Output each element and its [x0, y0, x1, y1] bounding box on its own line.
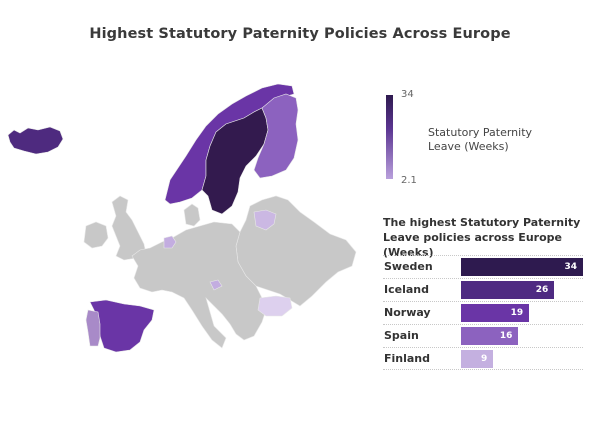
bar-chart: Sweden 34 Iceland 26 Norway 19 Spain 16 … — [383, 255, 583, 370]
bar-iceland[interactable]: 26 — [461, 281, 555, 299]
map-slovenia[interactable] — [209, 279, 223, 291]
bar-row-spain: Spain 16 — [383, 324, 583, 347]
bar-label: Sweden — [384, 260, 433, 273]
bar-row-norway: Norway 19 — [383, 301, 583, 324]
bar-row-finland: Finland 9 — [383, 347, 583, 370]
map-portugal[interactable] — [85, 309, 101, 347]
bar-label: Spain — [384, 329, 419, 342]
legend-max-value: 34 — [401, 89, 414, 100]
bar-value: 34 — [564, 262, 577, 272]
map-central-europe[interactable] — [131, 221, 267, 349]
color-legend: 34 2.1 Statutory Paternity Leave (Weeks) — [386, 89, 566, 187]
map-iceland[interactable] — [7, 126, 64, 155]
bar-label: Finland — [384, 352, 431, 365]
bar-value: 19 — [510, 308, 524, 318]
bar-value: 9 — [481, 354, 488, 364]
map-netherlands[interactable] — [163, 235, 177, 249]
bar-sweden[interactable]: 34 — [461, 258, 583, 276]
map-finland[interactable] — [253, 93, 299, 179]
bar-label: Iceland — [384, 283, 429, 296]
map-ireland[interactable] — [83, 221, 109, 249]
legend-min-value: 2.1 — [401, 175, 417, 186]
bar-spain[interactable]: 16 — [461, 327, 519, 345]
bar-row-iceland: Iceland 26 — [383, 278, 583, 301]
bar-finland[interactable]: 9 — [461, 350, 494, 368]
bar-label: Norway — [384, 306, 431, 319]
bar-value: 16 — [499, 331, 513, 341]
legend-gradient-bar — [386, 95, 393, 179]
legend-label: Statutory Paternity Leave (Weeks) — [428, 126, 533, 153]
map-denmark[interactable] — [183, 203, 201, 227]
bar-row-sweden: Sweden 34 — [383, 255, 583, 278]
bar-value: 26 — [535, 285, 549, 295]
europe-map — [7, 83, 357, 353]
map-lithuania[interactable] — [253, 209, 277, 231]
map-sweden[interactable] — [201, 107, 269, 215]
chart-title: Highest Statutory Paternity Policies Acr… — [89, 26, 511, 42]
bar-chart-title: The highest Statutory Paternity Leave po… — [383, 216, 581, 259]
map-bulgaria[interactable] — [257, 295, 293, 317]
bar-norway[interactable]: 19 — [461, 304, 530, 322]
